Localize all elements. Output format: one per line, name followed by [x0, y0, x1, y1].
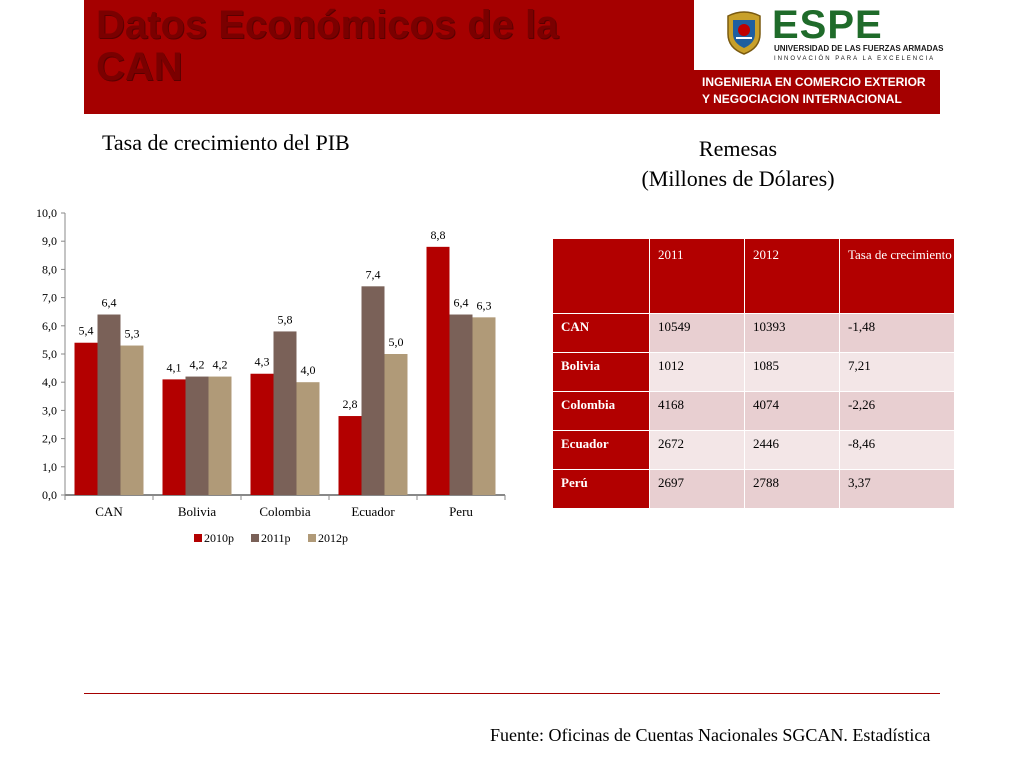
data-label: 4,2 — [190, 358, 205, 372]
table-cell: 10549 — [649, 313, 745, 353]
table-row: Bolivia 1012 1085 7,21 — [552, 352, 955, 392]
x-tick-label: Ecuador — [351, 504, 395, 519]
bar — [273, 331, 297, 495]
bar — [472, 317, 496, 495]
table-cell: 2697 — [649, 469, 745, 509]
table-row-label: Bolivia — [552, 352, 650, 392]
table-row-label: Perú — [552, 469, 650, 509]
table-cell: 2672 — [649, 430, 745, 470]
legend-entry: 2012p — [318, 531, 348, 545]
table-cell: 2788 — [744, 469, 840, 509]
table-row-label: Ecuador — [552, 430, 650, 470]
bar — [208, 376, 232, 495]
bar — [426, 246, 450, 495]
bar — [296, 382, 320, 495]
table-cell: 4168 — [649, 391, 745, 431]
gdp-growth-chart: 0,0 1,0 2,0 3,0 4,0 5,0 6,0 7,0 8,0 9,0 10,0 CAN 5,4… — [36, 206, 506, 545]
legend-swatch — [308, 534, 316, 542]
y-tick-label: 7,0 — [42, 291, 57, 305]
remesas-title-line-1: Remesas — [698, 136, 778, 161]
footer-divider — [84, 693, 940, 694]
chart-title: Tasa de crecimiento del PIB — [102, 130, 350, 155]
crest-icon — [727, 11, 761, 55]
logo-text: ESPE — [772, 3, 883, 47]
table-row-label: CAN — [552, 313, 650, 353]
page-title: Datos Económicos de la CAN — [96, 3, 559, 89]
y-tick-label: 1,0 — [42, 460, 57, 474]
table-cell: 1085 — [744, 352, 840, 392]
data-label: 5,0 — [389, 335, 404, 349]
bar — [97, 314, 121, 495]
y-tick-label: 4,0 — [42, 375, 57, 389]
header-banner: Datos Económicos de la CAN — [84, 0, 694, 114]
bar — [361, 286, 385, 495]
table-header-cell: Tasa de crecimiento — [839, 238, 955, 314]
table-row: Colombia 4168 4074 -2,26 — [552, 391, 955, 431]
data-label: 6,4 — [454, 296, 469, 310]
table-cell: 4074 — [744, 391, 840, 431]
data-label: 7,4 — [366, 267, 381, 281]
table-header-row: 2011 2012 Tasa de crecimiento — [552, 238, 955, 314]
data-label: 2,8 — [343, 397, 358, 411]
table-row: Ecuador 2672 2446 -8,46 — [552, 430, 955, 470]
y-tick-label: 6,0 — [42, 319, 57, 333]
table-cell: 10393 — [744, 313, 840, 353]
program-banner: INGENIERIA EN COMERCIO EXTERIOR Y NEGOCI… — [694, 70, 940, 114]
x-tick-label: CAN — [95, 504, 123, 519]
data-label: 8,8 — [431, 228, 446, 242]
bar — [162, 379, 186, 495]
legend-swatch — [251, 534, 259, 542]
table-cell: 1012 — [649, 352, 745, 392]
remesas-table: 2011 2012 Tasa de crecimiento CAN 10549 … — [552, 238, 955, 509]
data-label: 4,1 — [167, 360, 182, 374]
table-row: CAN 10549 10393 -1,48 — [552, 313, 955, 353]
table-cell: -8,46 — [839, 430, 955, 470]
bar — [185, 376, 209, 495]
legend-swatch — [194, 534, 202, 542]
data-label: 5,8 — [278, 312, 293, 326]
table-header-cell: 2011 — [649, 238, 745, 314]
data-label: 6,4 — [102, 296, 117, 310]
y-tick-label: 3,0 — [42, 403, 57, 417]
program-line-1: INGENIERIA EN COMERCIO EXTERIOR — [702, 75, 926, 89]
data-label: 4,3 — [255, 355, 270, 369]
bar — [338, 416, 362, 495]
bar — [449, 314, 473, 495]
program-line-2: Y NEGOCIACION INTERNACIONAL — [702, 92, 902, 106]
x-tick-label: Colombia — [259, 504, 311, 519]
bar — [120, 345, 144, 495]
data-label: 4,0 — [301, 363, 316, 377]
y-tick-label: 0,0 — [42, 488, 57, 502]
y-tick-label: 9,0 — [42, 234, 57, 248]
y-tick-label: 8,0 — [42, 262, 57, 276]
data-label: 4,2 — [213, 358, 228, 372]
remesas-title: Remesas (Millones de Dólares) — [600, 134, 876, 194]
table-cell: -2,26 — [839, 391, 955, 431]
legend-entry: 2011p — [261, 531, 291, 545]
bar — [74, 342, 98, 495]
table-header-cell — [552, 238, 650, 314]
y-tick-label: 2,0 — [42, 432, 57, 446]
table-cell: 3,37 — [839, 469, 955, 509]
table-row-label: Colombia — [552, 391, 650, 431]
legend-entry: 2010p — [204, 531, 234, 545]
logo-subtitle: UNIVERSIDAD DE LAS FUERZAS ARMADAS — [774, 44, 944, 53]
table-header-cell: 2012 — [744, 238, 840, 314]
data-label: 5,4 — [79, 324, 94, 338]
bar — [384, 354, 408, 495]
y-tick-label: 10,0 — [36, 206, 57, 220]
table-row: Perú 2697 2788 3,37 — [552, 469, 955, 509]
logo-tagline: INNOVACIÓN PARA LA EXCELENCIA — [774, 56, 936, 62]
table-cell: 7,21 — [839, 352, 955, 392]
bar — [250, 373, 274, 495]
data-label: 5,3 — [125, 327, 140, 341]
remesas-title-line-2: (Millones de Dólares) — [641, 166, 835, 191]
table-cell: -1,48 — [839, 313, 955, 353]
x-tick-label: Peru — [449, 504, 473, 519]
data-label: 6,3 — [477, 298, 492, 312]
y-tick-label: 5,0 — [42, 347, 57, 361]
source-note: Fuente: Oficinas de Cuentas Nacionales S… — [490, 725, 931, 745]
table-cell: 2446 — [744, 430, 840, 470]
x-tick-label: Bolivia — [178, 504, 217, 519]
